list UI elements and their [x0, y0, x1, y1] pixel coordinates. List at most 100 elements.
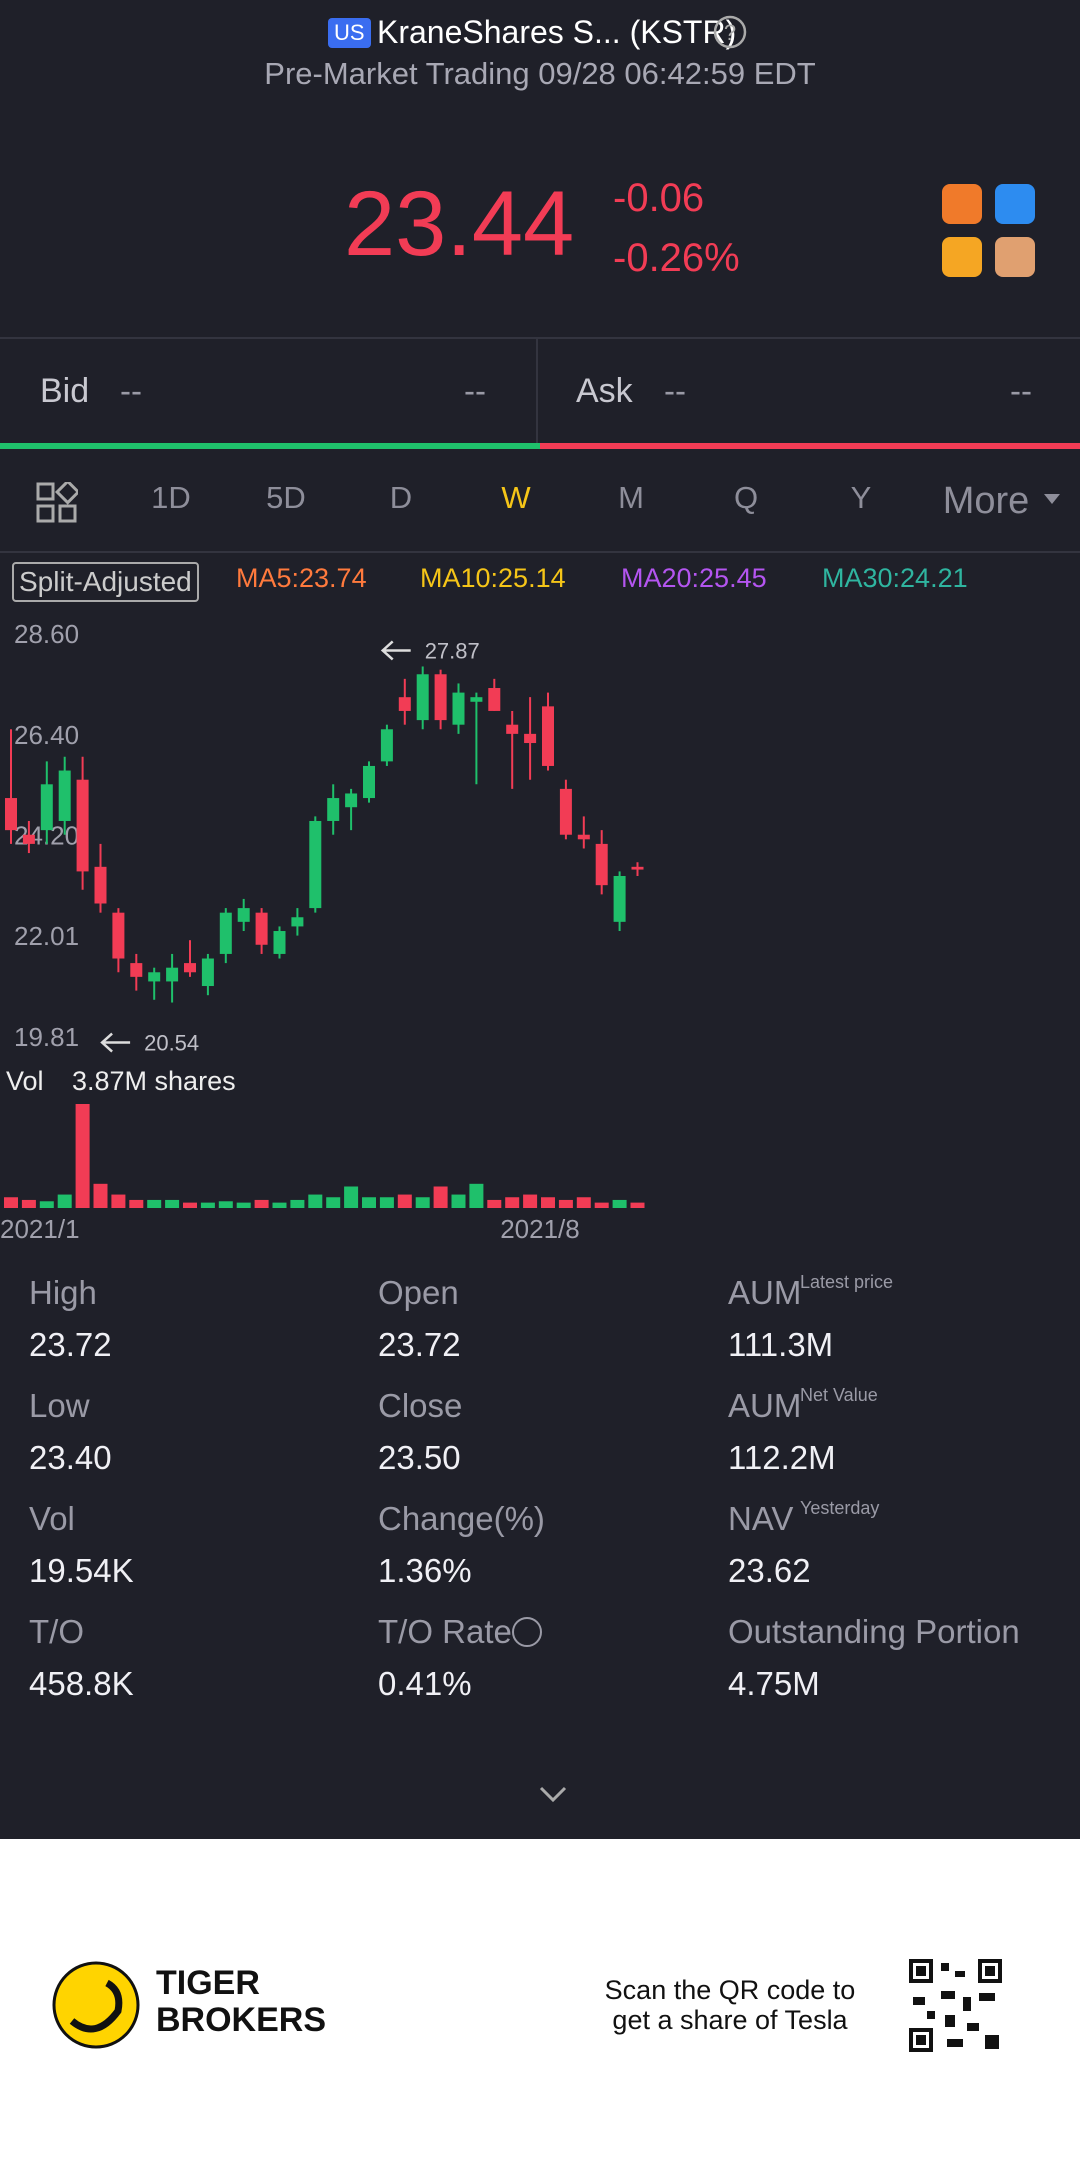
- stat-value: 23.72: [29, 1326, 112, 1363]
- divider: [536, 339, 538, 443]
- tab[interactable]: M: [618, 480, 644, 515]
- annotation: 20.54: [144, 1031, 199, 1056]
- y-tick-label: 28.60: [14, 619, 79, 649]
- split-toggle[interactable]: Split-Adjusted: [12, 562, 199, 602]
- stat-value: 458.8K: [29, 1665, 134, 1702]
- candle-body: [380, 729, 393, 762]
- candle-body: [524, 733, 537, 744]
- volume-bar: [469, 1183, 484, 1208]
- y-tick-label: 26.40: [14, 720, 79, 750]
- volume-bar: [308, 1194, 323, 1208]
- qr-code: [907, 1957, 1004, 2054]
- ask-label: Ask: [576, 372, 633, 410]
- ma-label: MA5:23.74: [236, 563, 367, 593]
- volume-bar: [111, 1194, 126, 1208]
- volume-bar: [57, 1194, 72, 1208]
- icon[interactable]: [995, 237, 1035, 277]
- candle-body: [506, 724, 519, 734]
- tab[interactable]: 5D: [266, 480, 306, 515]
- brand: BROKERS: [156, 2001, 327, 2039]
- tab[interactable]: Y: [850, 480, 872, 515]
- candle-body: [488, 688, 501, 711]
- volume-bar: [272, 1202, 287, 1208]
- ma-label: MA30:24.21: [822, 563, 968, 593]
- candle-body: [201, 958, 214, 987]
- tab[interactable]: More: [942, 480, 1030, 522]
- promo: Scan the QR code to: [604, 1975, 856, 2005]
- volume-bar: [612, 1199, 627, 1208]
- ask-value: --: [664, 372, 686, 409]
- stat-label: Low: [29, 1387, 90, 1424]
- candle-body: [255, 912, 268, 945]
- annotation: 27.87: [425, 638, 480, 663]
- stat-value: 19.54K: [29, 1552, 134, 1589]
- footer: TIGER BROKERS Scan the QR code to get a …: [0, 1839, 1080, 2172]
- tab[interactable]: 1D: [151, 480, 191, 515]
- volume-bar: [200, 1202, 215, 1208]
- y-tick-label: 22.01: [14, 921, 79, 951]
- volume-bar: [541, 1197, 555, 1208]
- subtitle: Pre-Market Trading 09/28 06:42:59 EDT: [264, 56, 816, 91]
- layout-icon[interactable]: [36, 482, 78, 524]
- app: US KraneShares S... (KSTR) ? Pre-Market …: [0, 14, 1080, 1804]
- help-icon[interactable]: ?: [712, 14, 748, 50]
- ask-size: --: [1010, 372, 1032, 409]
- candle-body: [148, 972, 161, 982]
- candle-body: [470, 697, 483, 702]
- candle-body: [363, 765, 375, 799]
- volume-bar: [4, 1197, 18, 1208]
- candle-body: [40, 784, 53, 831]
- tab[interactable]: W: [501, 480, 531, 515]
- stat-value: 23.40: [29, 1439, 112, 1476]
- y-tick-label: 19.81: [14, 1022, 79, 1052]
- volume-bar: [344, 1186, 359, 1208]
- candle-body: [577, 834, 590, 840]
- expand-chevron[interactable]: [538, 1784, 568, 1804]
- info-icon[interactable]: [512, 1617, 542, 1647]
- volume-bar: [505, 1197, 520, 1208]
- stat-value: 1.36%: [378, 1552, 472, 1589]
- promo: get a share of Tesla: [612, 2005, 848, 2035]
- candle-body: [309, 820, 322, 909]
- candle-body: [613, 875, 626, 922]
- volume-bar: [433, 1186, 448, 1208]
- volume-max: 3.87M shares: [72, 1066, 236, 1096]
- tab[interactable]: Q: [733, 480, 759, 515]
- candle-body: [130, 963, 143, 977]
- volume-bar: [397, 1194, 412, 1208]
- stat-value: 0.41%: [378, 1665, 472, 1702]
- candle-body: [434, 674, 447, 721]
- bid-size: --: [464, 372, 486, 409]
- stat-value: 111.3M: [728, 1326, 834, 1363]
- volume-bar: [218, 1201, 233, 1208]
- x-tick-label: 2021/8: [500, 1214, 580, 1244]
- volume-bar: [415, 1197, 430, 1208]
- candle-body: [416, 674, 429, 721]
- icon[interactable]: [942, 237, 982, 277]
- stat-label: Outstanding Portion: [728, 1613, 1020, 1650]
- stat-value: 23.50: [378, 1439, 461, 1476]
- volume-bar: [594, 1202, 609, 1208]
- candle-body: [452, 692, 465, 725]
- tab[interactable]: D: [389, 480, 413, 515]
- volume-bar: [487, 1199, 502, 1208]
- stat-value: 4.75M: [728, 1665, 820, 1702]
- candle-body: [327, 798, 340, 821]
- icon[interactable]: [995, 184, 1035, 224]
- volume-bar: [630, 1202, 645, 1208]
- annotation-arrow: [100, 1032, 131, 1053]
- bid-value: --: [120, 372, 142, 409]
- arrow: [1044, 494, 1060, 504]
- volume-bar: [165, 1199, 180, 1208]
- ask-bar: [540, 443, 1080, 449]
- icon[interactable]: [942, 184, 982, 224]
- stat-label-sup: Yesterday: [800, 1498, 880, 1518]
- stat-value: 112.2M: [728, 1439, 836, 1476]
- svg-text:?: ?: [724, 20, 736, 45]
- volume-bar: [254, 1199, 269, 1208]
- stat-label: T/O: [29, 1613, 84, 1650]
- divider: [0, 551, 1080, 553]
- dropdown-arrow[interactable]: [1044, 494, 1060, 506]
- title[interactable]: KraneShares S... (KSTR): [377, 14, 737, 50]
- volume-bar: [147, 1199, 162, 1208]
